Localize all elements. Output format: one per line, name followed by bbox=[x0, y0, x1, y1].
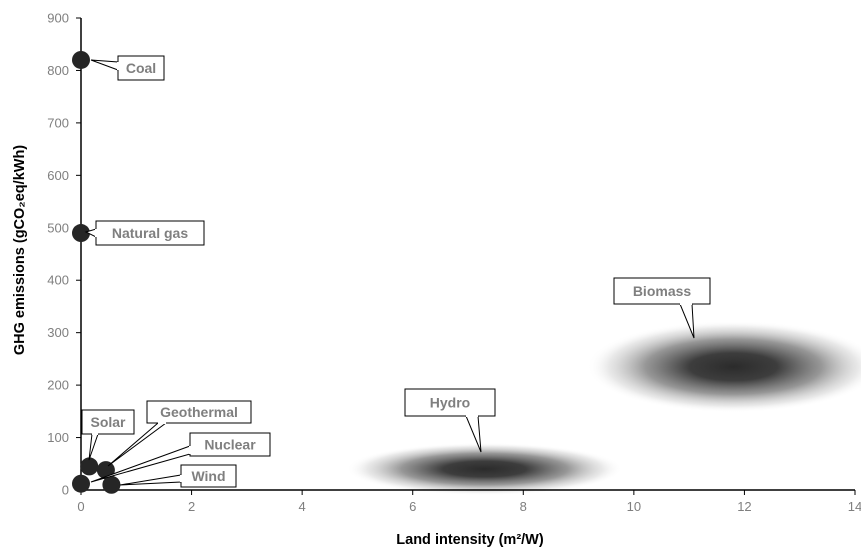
callout-coal: Coal bbox=[90, 55, 165, 81]
callout-label: Geothermal bbox=[160, 404, 238, 420]
y-tick-label: 600 bbox=[47, 168, 69, 183]
y-tick-label: 100 bbox=[47, 430, 69, 445]
callout-box bbox=[404, 388, 496, 417]
point-natural-gas bbox=[72, 224, 90, 243]
callout-pointer bbox=[90, 59, 119, 71]
callout-nuclear: Nuclear bbox=[90, 432, 271, 483]
region-biomass bbox=[586, 320, 861, 413]
callout-label: Biomass bbox=[633, 283, 692, 299]
callout-label: Nuclear bbox=[204, 437, 256, 453]
region-hydro bbox=[346, 442, 623, 496]
callout-label: Coal bbox=[126, 60, 156, 76]
regions-layer bbox=[346, 320, 861, 496]
x-tick-label: 6 bbox=[409, 499, 416, 514]
callout-label: Wind bbox=[191, 468, 225, 484]
y-tick-label: 200 bbox=[47, 378, 69, 393]
callout-box bbox=[81, 409, 135, 435]
callout-hydro: Hydro bbox=[404, 388, 496, 453]
callout-box bbox=[613, 277, 711, 305]
callout-solar: Solar bbox=[81, 409, 135, 461]
y-tick-label: 500 bbox=[47, 220, 69, 235]
point-wind bbox=[102, 475, 121, 494]
x-tick-label: 4 bbox=[299, 499, 306, 514]
callout-natural-gas: Natural gas bbox=[84, 220, 205, 246]
x-tick-label: 10 bbox=[627, 499, 641, 514]
x-tick-label: 2 bbox=[188, 499, 195, 514]
x-tick-label: 12 bbox=[737, 499, 751, 514]
x-tick-label: 8 bbox=[520, 499, 527, 514]
x-tick-label: 0 bbox=[77, 499, 84, 514]
callout-biomass: Biomass bbox=[613, 277, 711, 339]
callout-box bbox=[95, 220, 205, 246]
callout-wind: Wind bbox=[119, 464, 237, 488]
x-tick-label: 14 bbox=[848, 499, 861, 514]
callouts-layer: Coal Natural gas Solar Geothermal Nuclear Win… bbox=[81, 55, 711, 488]
y-tick-label: 400 bbox=[47, 273, 69, 288]
y-tick-label: 0 bbox=[62, 483, 69, 498]
callout-box bbox=[146, 400, 252, 424]
y-tick-label: 800 bbox=[47, 63, 69, 78]
callout-label: Hydro bbox=[430, 395, 470, 411]
axes-layer: 0 2 4 6 8 10 12 14 0 100 200 300 400 500 600 700 800 900 bbox=[47, 11, 861, 515]
callout-label: Solar bbox=[90, 414, 126, 430]
point-coal bbox=[72, 50, 90, 69]
y-axis-title: GHG emissions (gCO₂eq/kWh) bbox=[12, 145, 28, 355]
callout-geothermal: Geothermal bbox=[107, 400, 252, 467]
y-tick-label: 900 bbox=[47, 11, 69, 26]
x-axis-title: Land intensity (m²/W) bbox=[396, 532, 544, 548]
callout-pointer bbox=[119, 474, 182, 486]
points-layer bbox=[72, 50, 121, 494]
y-tick-label: 700 bbox=[47, 115, 69, 130]
callout-label: Natural gas bbox=[112, 225, 188, 241]
callout-pointer bbox=[88, 433, 99, 461]
callout-box bbox=[189, 432, 271, 457]
point-solar bbox=[80, 457, 99, 476]
point-nuclear bbox=[72, 474, 90, 493]
y-tick-label: 300 bbox=[47, 325, 69, 340]
